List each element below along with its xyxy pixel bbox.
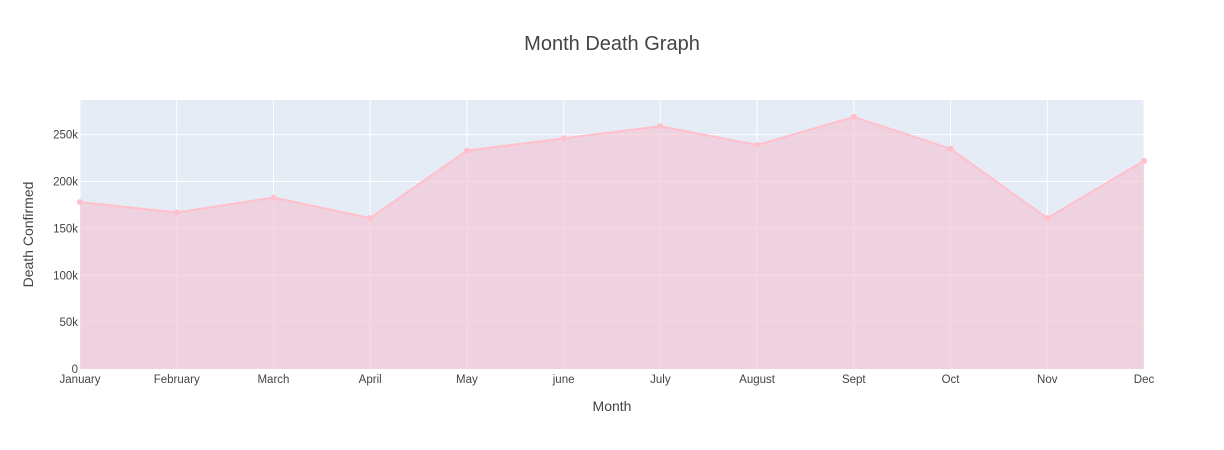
y-tick-label: 200k: [53, 177, 78, 189]
data-point-august[interactable]: [754, 141, 761, 148]
markers-layer: [77, 113, 1147, 222]
x-tick-label: January: [60, 374, 101, 386]
x-tick-label: July: [650, 374, 671, 386]
x-tick-label: Sept: [842, 374, 866, 386]
x-tick-label: june: [552, 374, 575, 386]
data-point-dec[interactable]: [1141, 157, 1147, 164]
data-point-january[interactable]: [77, 199, 83, 206]
data-point-february[interactable]: [173, 209, 180, 216]
x-tick-label: March: [257, 374, 289, 386]
y-tick-label: 250k: [53, 130, 78, 142]
data-point-april[interactable]: [367, 215, 374, 222]
y-tick-label: 150k: [53, 223, 78, 235]
data-point-march[interactable]: [270, 194, 277, 201]
x-tick-label: Nov: [1037, 374, 1058, 386]
x-tick-label: May: [456, 374, 478, 386]
y-axis-title: Death Confirmed: [20, 182, 36, 288]
y-axis-ticks: 0 50k 100k 150k 200k 250k: [53, 130, 78, 376]
data-point-nov[interactable]: [1044, 215, 1051, 222]
x-axis-ticks: January February March April May june July Augu…: [60, 374, 1155, 386]
x-tick-label: April: [359, 374, 382, 386]
data-point-sept[interactable]: [850, 113, 857, 120]
chart-title: Month Death Graph: [524, 33, 700, 55]
y-tick-label: 0: [72, 364, 78, 376]
x-tick-label: August: [739, 374, 776, 386]
x-axis-title: Month: [593, 398, 632, 414]
y-tick-label: 50k: [59, 317, 78, 329]
x-tick-label: Dec: [1134, 374, 1155, 386]
data-point-oct[interactable]: [947, 145, 954, 152]
area-fill: [80, 116, 1144, 369]
data-point-june[interactable]: [560, 135, 567, 142]
data-point-may[interactable]: [463, 147, 470, 154]
x-tick-label: Oct: [942, 374, 961, 386]
x-tick-label: February: [154, 374, 200, 386]
data-point-july[interactable]: [657, 123, 664, 130]
series-line: [79, 115, 1145, 220]
y-tick-label: 100k: [53, 270, 78, 282]
